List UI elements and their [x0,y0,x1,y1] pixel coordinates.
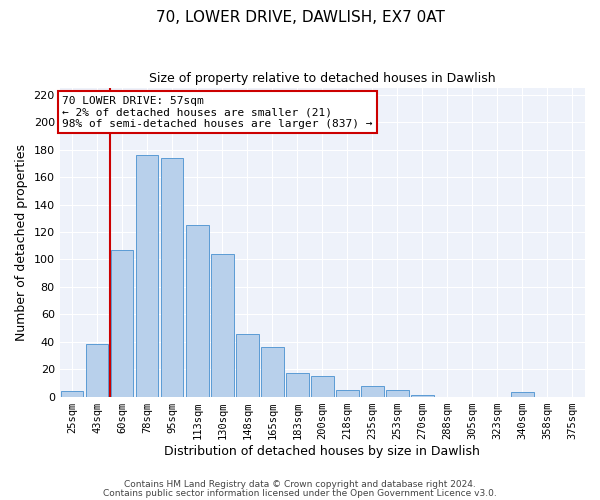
Bar [286,374,308,396]
Bar [161,158,184,396]
Text: Contains HM Land Registry data © Crown copyright and database right 2024.: Contains HM Land Registry data © Crown c… [124,480,476,489]
Y-axis label: Number of detached properties: Number of detached properties [15,144,28,341]
Text: Contains public sector information licensed under the Open Government Licence v3: Contains public sector information licen… [103,488,497,498]
Bar [86,344,109,397]
Bar [511,392,534,396]
Bar [61,391,83,396]
Bar [236,334,259,396]
X-axis label: Distribution of detached houses by size in Dawlish: Distribution of detached houses by size … [164,444,480,458]
Bar [111,250,133,396]
Bar [186,225,209,396]
Bar [336,390,359,396]
Text: 70, LOWER DRIVE, DAWLISH, EX7 0AT: 70, LOWER DRIVE, DAWLISH, EX7 0AT [155,10,445,25]
Bar [361,386,383,396]
Bar [311,376,334,396]
Title: Size of property relative to detached houses in Dawlish: Size of property relative to detached ho… [149,72,496,86]
Bar [386,390,409,396]
Text: 70 LOWER DRIVE: 57sqm
← 2% of detached houses are smaller (21)
98% of semi-detac: 70 LOWER DRIVE: 57sqm ← 2% of detached h… [62,96,373,129]
Bar [261,347,284,397]
Bar [136,155,158,396]
Bar [411,395,434,396]
Bar [211,254,233,396]
